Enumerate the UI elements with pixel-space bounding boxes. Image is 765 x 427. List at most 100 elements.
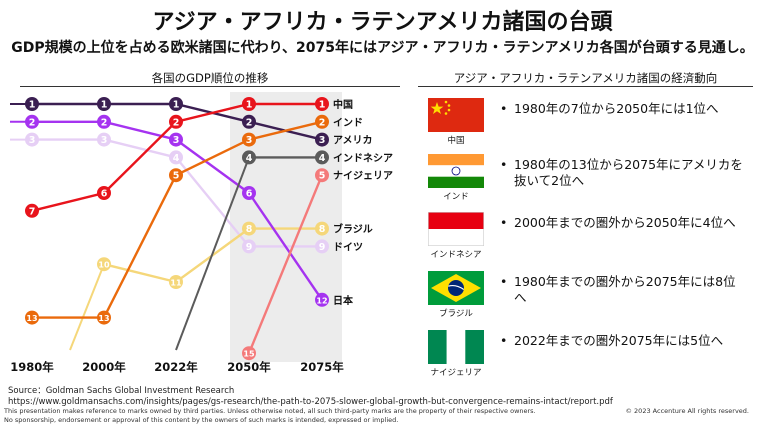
source-link[interactable]: https://www.goldmansachs.com/insights/pa… <box>8 397 613 407</box>
left-panel-rule <box>20 86 400 87</box>
x-tick-label: 1980年 <box>10 360 54 374</box>
data-point <box>169 97 183 111</box>
data-point <box>25 310 39 325</box>
data-point <box>169 150 183 165</box>
x-tick-label: 2050年 <box>227 360 271 374</box>
series-日本: 2 2 3 6 12 日本 <box>10 114 354 307</box>
series-end-label: インド <box>333 117 363 129</box>
x-tick-label: 2022年 <box>154 360 198 374</box>
x-tick-label: 2075年 <box>300 360 344 374</box>
series-end-label: ドイツ <box>333 241 363 253</box>
data-point <box>97 186 111 200</box>
source-note: Source：Goldman Sachs Global Investment R… <box>8 386 613 408</box>
data-point <box>242 221 256 236</box>
flag-caption-brazil: ブラジル <box>439 309 473 319</box>
data-point <box>169 114 183 129</box>
disclaimer-line-2: No sponsorship, endorsement or approval … <box>4 416 399 424</box>
right-panel-title: アジア・アフリカ・ラテンアメリカ諸国の経済動向 <box>453 71 718 85</box>
page-title: アジア・アフリカ・ラテンアメリカ諸国の台頭 <box>152 10 613 35</box>
data-label: 7 <box>29 206 36 217</box>
right-panel-rule <box>418 86 753 87</box>
data-label: 3 <box>29 135 36 146</box>
data-point <box>242 186 256 200</box>
data-point <box>315 168 329 183</box>
data-label: 8 <box>246 224 253 235</box>
flag-text-brazil: 1980年までの圏外から2075年には8位へ <box>514 274 736 305</box>
data-label: 12 <box>316 296 327 305</box>
data-label: 2 <box>246 117 253 128</box>
series-end-label: アメリカ <box>333 135 373 147</box>
data-point <box>97 114 111 129</box>
data-point <box>97 257 111 272</box>
data-label: 3 <box>246 135 253 146</box>
data-point <box>242 132 256 147</box>
data-point <box>25 97 39 111</box>
data-point <box>169 132 183 147</box>
data-label: 2 <box>29 117 36 128</box>
series-end-label: ブラジル <box>333 223 373 236</box>
data-label: 13 <box>26 314 37 323</box>
bullet: • <box>500 274 508 289</box>
data-point <box>97 310 111 325</box>
india-flag <box>428 154 484 188</box>
series-entry-line <box>69 263 105 351</box>
china-flag <box>428 98 484 132</box>
bullet: • <box>500 101 508 116</box>
flag-row-nigeria: ナイジェリア • 2022年までの圏外2075年には5位へ <box>422 330 750 378</box>
data-label: 9 <box>246 242 253 253</box>
data-point <box>242 346 256 361</box>
disclaimer: This presentation makes reference to mar… <box>4 407 536 425</box>
data-label: 10 <box>98 261 110 270</box>
data-point <box>315 132 329 147</box>
disclaimer-line-1: This presentation makes reference to mar… <box>4 407 536 415</box>
series-インド: 13 13 5 3 2 インド <box>25 114 363 325</box>
flag-caption-china: 中国 <box>447 136 465 146</box>
data-label: 5 <box>173 171 180 182</box>
data-point <box>315 150 329 165</box>
series-アメリカ: 1 1 1 2 3 アメリカ <box>10 97 373 147</box>
data-label: 2 <box>319 117 326 128</box>
data-label: 9 <box>319 242 326 253</box>
series-end-label: 中国 <box>333 98 353 111</box>
data-point <box>242 239 256 254</box>
data-label: 2 <box>101 117 108 128</box>
data-point <box>315 221 329 236</box>
x-tick-label: 2000年 <box>82 360 126 374</box>
series-end-label: ナイジェリア <box>333 170 393 182</box>
data-label: 1 <box>173 100 180 111</box>
data-point <box>315 239 329 254</box>
copyright: © 2023 Accenture All rights reserved. <box>625 407 749 415</box>
flag-row-brazil: ブラジル • 1980年までの圏外から2075年には8位へ <box>422 271 750 319</box>
series-インドネシア: 4 4 インドネシア <box>175 150 393 351</box>
data-point <box>97 132 111 147</box>
flag-row-india: インド • 1980年の13位から2075年にアメリカを抜いて2位へ <box>422 154 750 202</box>
data-label: 1 <box>246 100 253 111</box>
left-panel-title: 各国のGDP順位の推移 <box>151 71 269 85</box>
series-end-label: インドネシア <box>333 152 393 164</box>
series-entry-line <box>175 157 250 351</box>
page-subtitle: GDP規模の上位を占める欧米諸国に代わり、2075年にはアジア・アフリカ・ラテン… <box>11 40 754 56</box>
data-point <box>242 114 256 129</box>
data-label: 6 <box>246 189 253 200</box>
bullet: • <box>500 215 508 230</box>
data-label: 4 <box>173 153 180 164</box>
flag-caption-nigeria: ナイジェリア <box>430 368 482 378</box>
data-label: 13 <box>98 314 109 323</box>
data-point <box>242 150 256 165</box>
data-label: 3 <box>101 135 108 146</box>
data-label: 1 <box>319 100 326 111</box>
data-point <box>169 168 183 183</box>
series-ナイジェリア: 15 5 ナイジェリア <box>242 168 393 361</box>
data-label: 3 <box>173 135 180 146</box>
data-label: 2 <box>173 117 180 128</box>
nigeria-flag <box>428 330 484 364</box>
series-line <box>247 174 324 354</box>
data-label: 3 <box>319 135 326 146</box>
data-label: 11 <box>170 279 182 288</box>
data-label: 15 <box>243 350 255 359</box>
data-point <box>97 97 111 111</box>
data-point <box>25 114 39 129</box>
flag-text-china: 1980年の7位から2050年には1位へ <box>514 101 719 116</box>
flag-caption-india: インド <box>443 192 469 202</box>
